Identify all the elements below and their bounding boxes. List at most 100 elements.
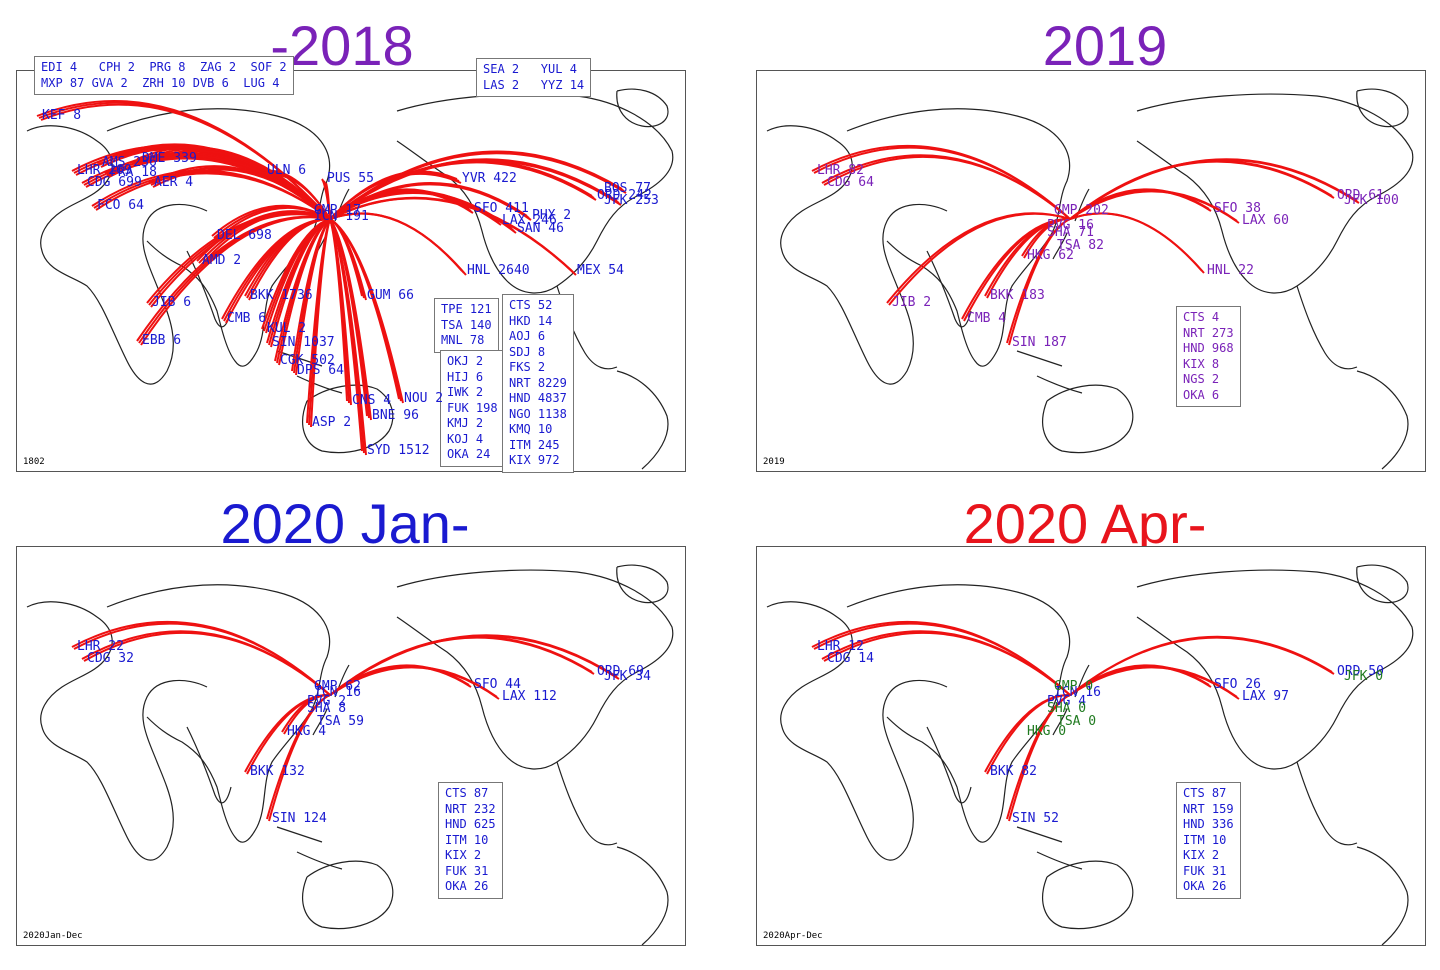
airport-label-hkg: HKG 0 (1027, 724, 1067, 739)
map-panel-2018: 1802 (16, 70, 686, 472)
coastline (1052, 664, 1090, 736)
airport-label-kul: KUL 2 (267, 321, 307, 336)
flight-route-sin (268, 694, 331, 822)
legend-japan-airports-2019: CTS 4 NRT 273 HND 968 KIX 8 NGS 2 OKA 6 (1176, 306, 1241, 407)
legend-japan-airports-2018: OKJ 2 HIJ 6 IWK 2 FUK 198 KMJ 2 KOJ 4 OK… (440, 350, 505, 467)
airport-label-gmp: GMP 17 (314, 203, 361, 218)
flight-route-hkg (1023, 217, 1071, 259)
airport-label-cdg: CDG 64 (827, 175, 874, 190)
airport-label-tsa: TSA 82 (1057, 238, 1104, 253)
airport-label-sin: SIN 52 (1012, 811, 1059, 826)
coastline (1356, 370, 1409, 470)
flight-route-cdg (823, 155, 1071, 220)
airport-label-cgk: CGK 502 (280, 353, 335, 368)
flight-route-dps (295, 218, 331, 376)
flight-route-lhr (73, 622, 331, 696)
airport-label-jib: JIB 6 (152, 295, 192, 310)
flight-route-jib (888, 212, 1071, 306)
airport-label-cns: CNS 4 (352, 393, 392, 408)
airport-label-sfo: SFO 26 (1214, 677, 1261, 692)
airport-label-lax: LAX 97 (1242, 689, 1289, 704)
airport-label-sin: SIN 1037 (272, 335, 335, 350)
airport-label-pvg: PVG 4 (1047, 694, 1087, 709)
coastline (396, 569, 674, 770)
flight-route-sin (1008, 218, 1071, 346)
world-map (766, 88, 1414, 470)
coastline (1296, 761, 1358, 846)
coastline (1016, 350, 1083, 394)
airport-label-lhr: LHR 12 (817, 639, 864, 654)
legend-japan-airports-2018b: CTS 52 HKD 14 AOJ 6 SDJ 8 FKS 2 NRT 8229… (502, 294, 574, 473)
coastline (616, 846, 669, 945)
flight-route-lhr (813, 622, 1071, 696)
coastline (106, 584, 331, 843)
airport-label-pvg: PVG 16 (1047, 218, 1094, 233)
airport-label-dps: DPS 64 (297, 363, 344, 378)
airport-label-lhr: LHR 22 (77, 639, 124, 654)
flight-route-cdg (83, 631, 331, 696)
flight-route-hkg (283, 693, 331, 735)
airport-label-sha: SHA 0 (1047, 701, 1087, 716)
world-map (26, 88, 674, 470)
flight-route-cmb (225, 218, 331, 324)
coastline (1356, 564, 1409, 604)
flight-route-bkk (986, 693, 1071, 775)
airport-label-yvr: YVR 422 (462, 171, 517, 186)
coastline (1356, 846, 1409, 945)
airport-label-uln: ULN 6 (267, 163, 307, 178)
flight-route-dme (140, 149, 331, 220)
coastline (312, 664, 350, 736)
airport-label-ord: ORD 61 (1337, 188, 1384, 203)
coastline (1136, 93, 1414, 294)
coastline (1016, 826, 1083, 870)
coastline (926, 726, 972, 804)
airport-label-sfo: SFO 411 (474, 201, 529, 216)
flight-route-bne (329, 218, 372, 421)
map-corner-label: 2019 (763, 457, 785, 467)
world-map (766, 564, 1414, 945)
airport-label-phx: PHX 2 (532, 208, 572, 223)
airport-label-jib: JIB 2 (892, 295, 932, 310)
airport-label-sha: SHA 71 (1047, 225, 1094, 240)
airport-label-sin: SIN 187 (1012, 335, 1067, 350)
coastline (616, 564, 669, 604)
coastline (106, 108, 331, 367)
coastline (846, 108, 1071, 367)
panel-title-2018: -2018 (270, 14, 414, 77)
coastline (1042, 860, 1134, 930)
flight-route-phx (329, 183, 532, 221)
flight-route-lhr (813, 146, 1071, 220)
flight-route-cdg (823, 631, 1071, 696)
flight-route-hnl (329, 212, 467, 276)
airport-label-ord: ORD 242 (597, 188, 652, 203)
airport-label-bne: BNE 96 (372, 408, 419, 423)
airport-label-jfk: JFK 253 (604, 193, 659, 208)
airport-label-lax: LAX 60 (1242, 213, 1289, 228)
airport-label-lhr: LHR 82 (817, 163, 864, 178)
airport-label-lax: LAX 112 (502, 689, 557, 704)
airport-label-aer: AER 4 (154, 175, 194, 190)
airport-label-bkk: BKK 82 (990, 764, 1037, 779)
map-panel-2020-apr: 2020Apr-Dec (756, 546, 1426, 946)
airport-label-tsa: TSA 0 (1057, 714, 1097, 729)
flight-route-jfk (329, 635, 620, 696)
world-map (26, 564, 674, 945)
coastline (302, 860, 394, 930)
airport-label-icn: ICN 16 (314, 685, 361, 700)
airport-label-ord: ORD 69 (597, 664, 644, 679)
airport-label-hkg: HKG 4 (287, 724, 327, 739)
airport-label-del: DEL 698 (217, 228, 272, 243)
airport-label-kef: KEF 8 (42, 108, 82, 123)
airport-label-gmp: GMP 62 (314, 679, 361, 694)
coastline (846, 584, 1071, 843)
airport-label-pvg: PVG 2 (307, 694, 347, 709)
legend-japan-airports-2020apr: CTS 87 NRT 159 HND 336 ITM 10 KIX 2 FUK … (1176, 782, 1241, 899)
flight-route-cgk (278, 218, 331, 366)
coastline (616, 88, 669, 128)
airport-label-bkk: BKK 132 (250, 764, 305, 779)
airport-label-gmp: GMP 0 (1054, 679, 1094, 694)
coastline (1356, 88, 1409, 128)
map-corner-label: 2020Jan-Dec (23, 931, 83, 941)
airport-label-jfk: JFK 100 (1344, 193, 1399, 208)
flight-route-lax (1069, 190, 1240, 224)
